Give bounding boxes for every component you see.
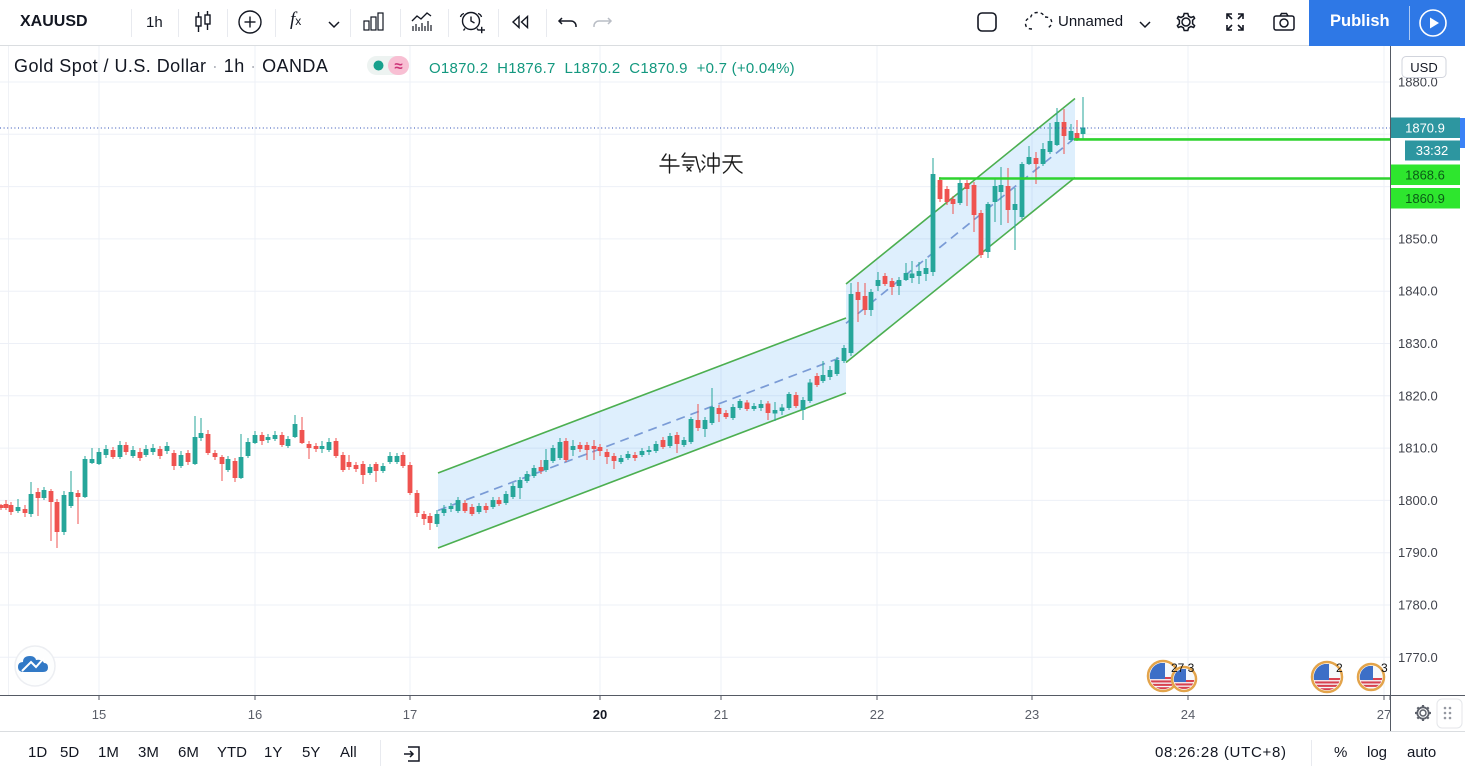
svg-text:2: 2: [1336, 661, 1343, 675]
svg-text:1840.0: 1840.0: [1398, 284, 1438, 299]
svg-text:17: 17: [403, 707, 417, 722]
svg-text:1820.0: 1820.0: [1398, 388, 1438, 403]
svg-text:1780.0: 1780.0: [1398, 598, 1438, 613]
svg-text:23: 23: [1025, 707, 1039, 722]
svg-text:1770.0: 1770.0: [1398, 650, 1438, 665]
svg-text:1830.0: 1830.0: [1398, 336, 1438, 351]
svg-text:1870.9: 1870.9: [1405, 121, 1445, 136]
svg-text:16: 16: [248, 707, 262, 722]
svg-text:21: 21: [714, 707, 728, 722]
svg-text:20: 20: [593, 707, 607, 722]
svg-text:24: 24: [1181, 707, 1195, 722]
svg-text:22: 22: [870, 707, 884, 722]
svg-text:1880.0: 1880.0: [1398, 75, 1438, 90]
svg-text:3: 3: [1381, 661, 1388, 675]
svg-text:USD: USD: [1410, 60, 1437, 75]
svg-text:1800.0: 1800.0: [1398, 493, 1438, 508]
svg-text:1868.6: 1868.6: [1405, 168, 1445, 183]
svg-text:33:32: 33:32: [1416, 143, 1449, 158]
svg-text:≈: ≈: [394, 58, 402, 75]
svg-text:27: 27: [1377, 707, 1391, 722]
svg-text:27 3: 27 3: [1171, 661, 1195, 675]
svg-text:1850.0: 1850.0: [1398, 231, 1438, 246]
svg-text:1860.9: 1860.9: [1405, 191, 1445, 206]
svg-text:1790.0: 1790.0: [1398, 545, 1438, 560]
svg-text:15: 15: [92, 707, 106, 722]
svg-text:1810.0: 1810.0: [1398, 441, 1438, 456]
